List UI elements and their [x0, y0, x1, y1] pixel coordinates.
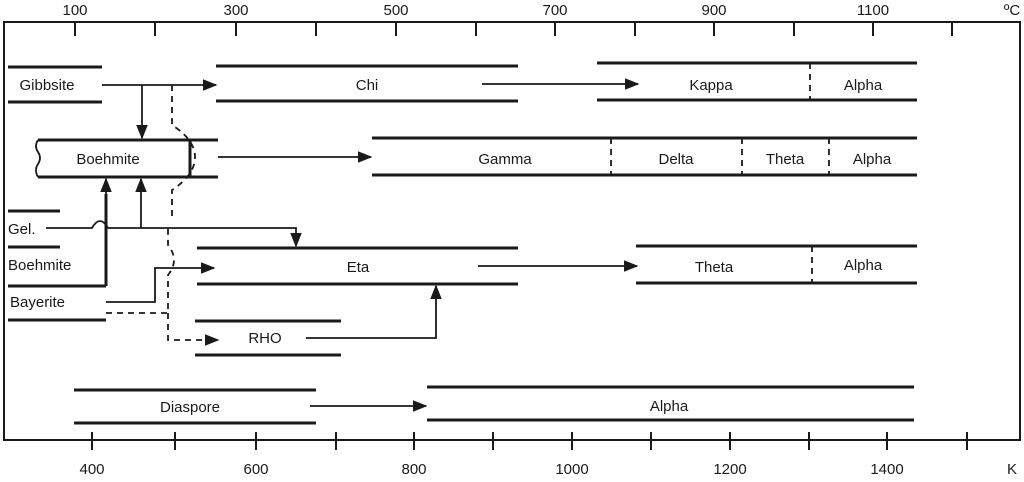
phase-label-theta: Theta — [695, 259, 734, 276]
bottom-tick-label: 800 — [401, 461, 426, 478]
phase-label-diaspore: Diaspore — [160, 399, 220, 416]
phase-label-gel: Gel. — [8, 221, 36, 238]
top-tick-label: 500 — [383, 2, 408, 19]
phase-label-alpha: Alpha — [844, 77, 883, 94]
dashed-gibbsite-path — [171, 85, 196, 220]
bottom-axis-ticks — [91, 432, 968, 450]
phase-label-alpha: Alpha — [853, 151, 892, 168]
arrow-bayerite-eta — [106, 262, 216, 303]
phase-label-kappa: Kappa — [689, 77, 733, 94]
row-rho — [195, 319, 341, 357]
phase-label-gibbsite: Gibbsite — [19, 77, 74, 94]
top-tick-label: 100 — [62, 2, 87, 19]
top-tick-label: 300 — [223, 2, 248, 19]
top-tick-label: 1100 — [857, 2, 889, 19]
phase-label-chi: Chi — [356, 77, 379, 94]
bottom-axis-unit: K — [1007, 461, 1017, 478]
row-diaspore — [74, 385, 914, 425]
top-tick-label: 900 — [701, 2, 726, 19]
row-boehmite — [38, 136, 917, 179]
arrow-gel-eta — [46, 220, 302, 248]
phase-label-delta: Delta — [658, 151, 694, 168]
bottom-tick-label: 1400 — [870, 461, 903, 478]
bottom-tick-label: 1200 — [713, 461, 746, 478]
bottom-tick-label: 1000 — [555, 461, 588, 478]
bottom-tick-label: 600 — [243, 461, 268, 478]
top-axis-unit: ºC — [1004, 2, 1020, 19]
phase-label-eta: Eta — [347, 259, 370, 276]
phase-label-alpha: Alpha — [650, 398, 689, 415]
dashed-bayerite-rho — [167, 313, 220, 346]
phase-label-alpha: Alpha — [844, 257, 883, 274]
gel-source — [8, 209, 60, 249]
top-axis-ticks — [74, 22, 953, 36]
arrow-rho-eta — [306, 284, 442, 339]
phase-label-boehmite: Boehmite — [8, 257, 71, 274]
phase-label-bayerite: Bayerite — [10, 294, 65, 311]
boehmite-break-mark — [35, 139, 41, 178]
row-eta — [197, 244, 917, 286]
row-gibbsite — [8, 61, 917, 104]
phase-label-rho: RHO — [248, 330, 281, 347]
top-tick-label: 700 — [542, 2, 567, 19]
phase-label-theta: Theta — [766, 151, 805, 168]
phase-label-boehmite: Boehmite — [76, 151, 139, 168]
diagram-frame — [3, 21, 1021, 441]
dashed-bayerite-path — [106, 228, 175, 314]
phase-label-gamma: Gamma — [478, 151, 532, 168]
bottom-tick-label: 400 — [79, 461, 104, 478]
